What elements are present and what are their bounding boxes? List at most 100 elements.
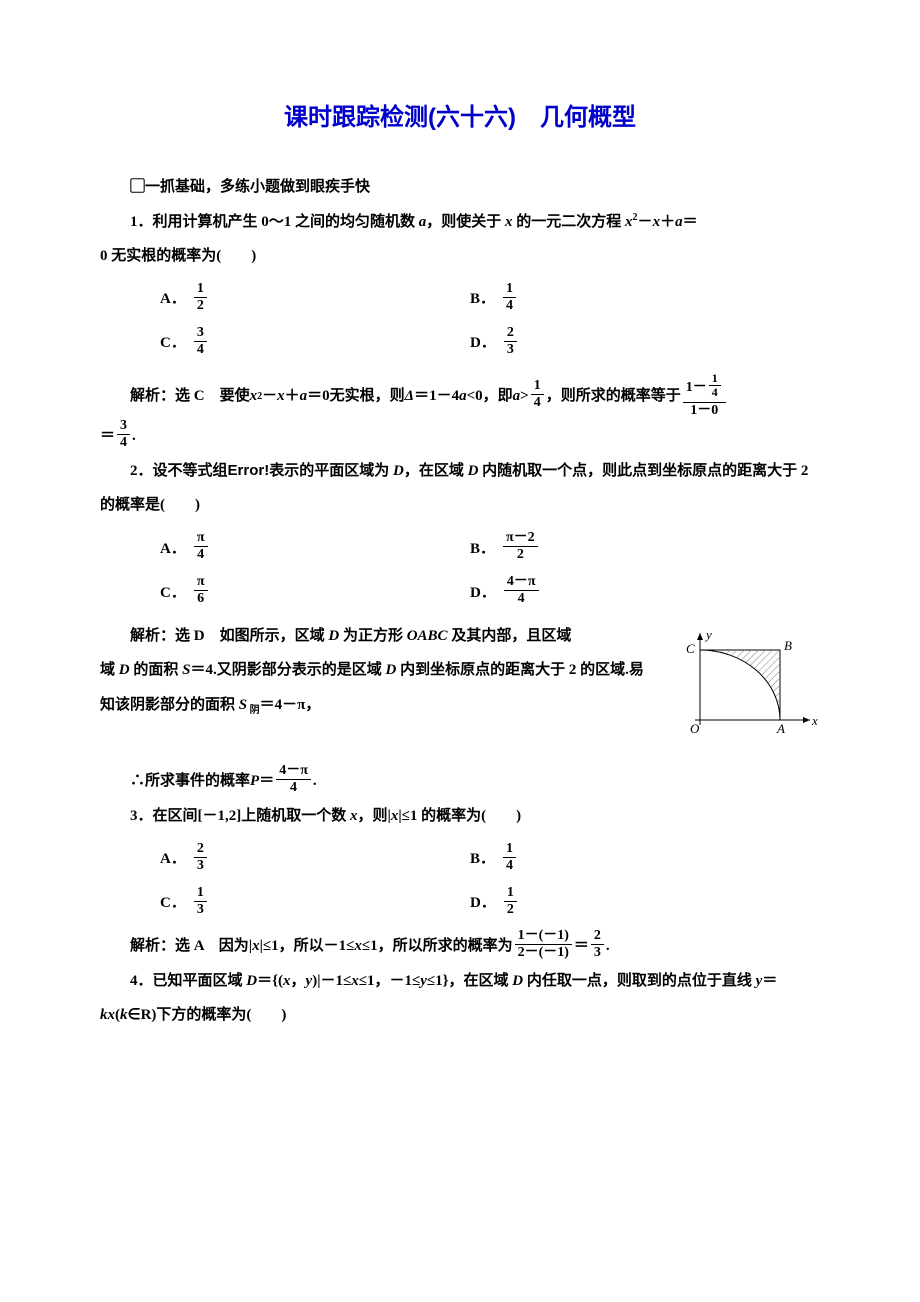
q2-opt-b: B．π－22	[470, 527, 780, 571]
q3-options: A．23 B．14 C．13 D．12	[100, 837, 820, 925]
num: 1－(－1)	[515, 928, 572, 945]
num: π	[194, 574, 208, 591]
var-a: a	[675, 214, 683, 230]
opt-label: B．	[470, 532, 495, 567]
q4-text: ∈R)下方的概率为( )	[128, 1007, 287, 1023]
ans-text: 的面积	[130, 662, 183, 678]
opt-label: A．	[160, 842, 186, 877]
den: 4	[531, 395, 544, 411]
den: 4	[503, 858, 516, 874]
ans-text: |≤1，所以－1≤	[260, 929, 355, 964]
q2-opt-c: C．π6	[160, 571, 470, 615]
num: 1	[531, 378, 544, 395]
var: D	[386, 662, 397, 678]
q1-options: A．12 B．14 C．34 D．23	[100, 278, 820, 366]
sup: 2	[257, 385, 262, 408]
var: kx	[100, 1007, 115, 1023]
num: 1	[503, 281, 516, 298]
var: D	[512, 973, 523, 989]
ans-text: 解析：选 C 要使	[130, 379, 250, 414]
var: x	[351, 973, 359, 989]
svg-text:y: y	[704, 627, 712, 642]
q4-text: 内任取一点，则取到的点位于直线	[523, 973, 756, 989]
q1-text3: 的一元二次方程	[513, 214, 626, 230]
var: S	[239, 697, 247, 713]
var: OABC	[407, 628, 448, 644]
q4-text: )|－1≤	[312, 973, 351, 989]
den: 4	[287, 780, 300, 796]
num: 1	[194, 885, 207, 902]
page-title: 课时跟踪检测(六十六) 几何概型	[100, 90, 820, 145]
q4-text: ≤1，－1≤	[359, 973, 420, 989]
section-header: ▢一抓基础，多练小题做到眼疾手快	[100, 170, 820, 205]
var: S	[182, 662, 190, 678]
den: 2	[504, 902, 517, 918]
q3-opt-b: B． 14	[470, 837, 780, 881]
opt-label: D．	[470, 576, 496, 611]
den: 2－(－1)	[515, 945, 572, 961]
expr: x	[250, 379, 258, 414]
ans-text: ，即	[483, 379, 513, 414]
num-part: 1－	[686, 380, 707, 396]
var: D	[246, 973, 257, 989]
q3-solution: 解析：选 A 因为|x|≤1，所以－1≤x≤1，所以所求的概率为 1－(－1)2…	[100, 929, 820, 964]
opt-label: D．	[470, 326, 496, 361]
ans-text: 为正方形	[339, 628, 407, 644]
svg-text:O: O	[690, 721, 700, 736]
q1-stem: 1．利用计算机产生 0～1 之间的均匀随机数 a，则使关于 x 的一元二次方程 …	[100, 205, 820, 240]
q4-text: ，	[291, 973, 306, 989]
var-x: x	[505, 214, 513, 230]
var: a	[300, 379, 308, 414]
expr: x	[625, 214, 633, 230]
var: x	[283, 973, 291, 989]
ans-text: ，则所求的概率等于	[546, 379, 681, 414]
sup2: 2	[633, 212, 638, 223]
den: 4	[515, 591, 528, 607]
q2-text: 表示的平面区域为	[269, 463, 393, 479]
q1-opt-b: B．14	[470, 278, 780, 322]
q2-text: 2．设不等式组	[130, 463, 228, 479]
den: 6	[194, 591, 207, 607]
opt-label: A．	[160, 532, 186, 567]
den: 3	[591, 945, 604, 961]
sub: 阴	[247, 705, 260, 716]
q3-opt-a: A．23	[160, 837, 470, 881]
q4-text: ≤1}，在区域	[427, 973, 512, 989]
den: 2	[194, 298, 207, 314]
var: x	[252, 929, 260, 964]
var-d: D	[468, 463, 479, 479]
q1-opt-c: C．34	[160, 322, 470, 366]
q2-options: A．π4 B．π－22 C．π6 D．4－π4	[100, 527, 820, 615]
den: 4	[709, 386, 721, 400]
q1-solution-2: ＝34.	[100, 419, 820, 454]
q2-figure: O A B C x y	[670, 625, 820, 759]
num: 1	[194, 281, 207, 298]
q1-text: 1．利用计算机产生 0～1 之间的均匀随机数	[130, 214, 419, 230]
opt-label: B．	[470, 842, 495, 877]
var-x: x	[653, 214, 661, 230]
num: 3	[117, 418, 130, 435]
q4-stem: 4．已知平面区域 D＝{(x，y)|－1≤x≤1，－1≤y≤1}，在区域 D 内…	[100, 964, 820, 1033]
q1-opt-d: D．23	[470, 322, 780, 366]
q2-text: ，在区域	[404, 463, 468, 479]
num: 1	[504, 885, 517, 902]
den: 4	[117, 435, 130, 451]
svg-text:A: A	[776, 721, 785, 736]
svg-text:C: C	[686, 641, 695, 656]
q3-text: 3．在区间[－1,2]上随机取一个数	[130, 808, 350, 824]
q1-text2: ，则使关于	[426, 214, 505, 230]
var: a	[459, 379, 467, 414]
var: x	[277, 379, 285, 414]
var: x	[350, 808, 358, 824]
var: x	[354, 929, 362, 964]
ans-text: 解析：选 D 如图所示，区域	[130, 628, 328, 644]
den: 2	[514, 547, 527, 563]
q1-stem-2: 0 无实根的概率为( )	[100, 239, 820, 274]
num: 2	[194, 841, 207, 858]
opt-label: D．	[470, 886, 496, 921]
num: 1	[503, 841, 516, 858]
q2-stem: 2．设不等式组Error!表示的平面区域为 D，在区域 D 内随机取一个点，则此…	[100, 454, 820, 523]
num: 3	[194, 325, 207, 342]
den: 3	[194, 902, 207, 918]
svg-text:B: B	[784, 638, 792, 653]
